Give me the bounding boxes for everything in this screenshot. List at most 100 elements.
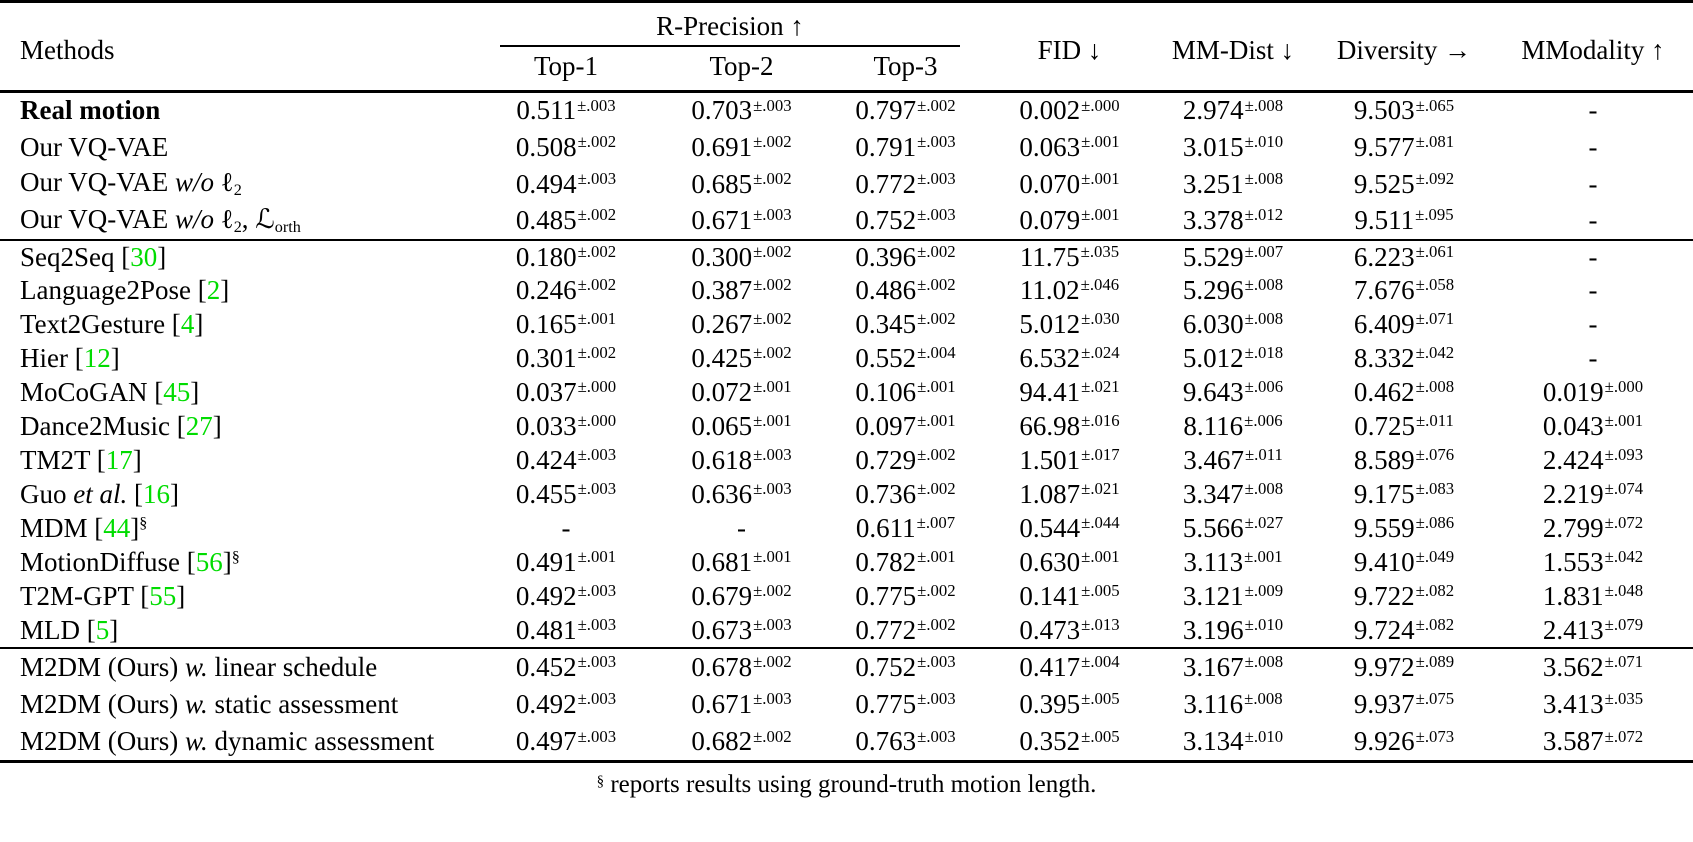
value-cell: 0.481±.003 <box>472 614 660 648</box>
value-cell: - <box>1493 129 1693 166</box>
method-name-part: Hier [ <box>20 343 84 373</box>
table-row: M2DM (Ours) w. static assessment 0.492±.0… <box>0 686 1693 724</box>
value-error: ±.005 <box>1081 581 1120 601</box>
value-cell: 1.087±.021 <box>988 478 1151 512</box>
value-cell: 0.063±.001 <box>988 129 1151 166</box>
value-error: ±.010 <box>1244 614 1284 634</box>
column-header-methods: Methods <box>20 35 115 65</box>
value-cell: 9.503±.065 <box>1315 92 1493 129</box>
value-main: 3.134 <box>1182 726 1244 757</box>
value-cell: 0.725±.011 <box>1315 410 1493 444</box>
value-main: - <box>1588 241 1598 272</box>
value-main: 0.492 <box>515 689 577 719</box>
method-name-part: ] <box>194 309 204 339</box>
value-error: ±.003 <box>917 205 956 225</box>
method-name-part: Seq2Seq [ <box>20 241 131 272</box>
method-name-part: Guo <box>20 479 74 509</box>
value-cell: - <box>1493 203 1693 240</box>
value-main: 1.087 <box>1019 479 1081 509</box>
method-name: MDM [44]§ <box>0 512 472 546</box>
value-error: ±.095 <box>1415 205 1454 225</box>
value-error: ±.071 <box>1415 309 1455 329</box>
method-name: MLD [5] <box>0 614 472 648</box>
method-name: Text2Gesture [4] <box>0 308 472 342</box>
value-error: ±.002 <box>917 95 956 115</box>
value-error: ±.017 <box>1081 445 1120 465</box>
value-main: 5.296 <box>1182 275 1244 305</box>
value-error: ±.003 <box>917 168 956 188</box>
value-cell: 3.134±.010 <box>1151 724 1315 762</box>
value-error: ±.002 <box>753 131 792 151</box>
citation-number: 2 <box>206 275 221 305</box>
footnote-marker: § <box>596 773 605 790</box>
value-error: ±.008 <box>1244 275 1284 295</box>
method-name: MotionDiffuse [56]§ <box>0 546 472 580</box>
method-name-part: ] <box>220 275 230 305</box>
value-cell: 2.799±.072 <box>1493 512 1693 546</box>
value-error: ±.001 <box>1244 547 1283 567</box>
value-error: ±.001 <box>1081 168 1120 188</box>
citation-number: 30 <box>130 241 158 272</box>
method-name-part: orth <box>274 218 301 237</box>
value-main: 5.012 <box>1019 309 1081 339</box>
value-error: ±.003 <box>753 205 792 225</box>
value-main: 5.529 <box>1182 241 1244 272</box>
value-main: 0.486 <box>855 275 917 305</box>
method-name-part: ] <box>109 614 119 645</box>
value-cell: 0.691±.002 <box>660 129 823 166</box>
value-cell: 3.116±.008 <box>1151 686 1315 724</box>
value-error: ±.013 <box>1081 614 1120 634</box>
value-cell: 0.636±.003 <box>660 478 823 512</box>
value-cell: 3.413±.035 <box>1493 686 1693 724</box>
value-main: 1.553 <box>1542 547 1604 577</box>
value-main: 6.532 <box>1019 343 1081 373</box>
method-name-part: Dance2Music [ <box>20 411 186 441</box>
value-cell: 0.070±.001 <box>988 166 1151 203</box>
value-error: ±.003 <box>577 168 617 188</box>
value-cell: - <box>1493 274 1693 308</box>
table-row: TM2T [17] 0.424±.003 0.618±.003 0.729±.002 1… <box>0 444 1693 478</box>
value-main: 3.121 <box>1182 581 1244 611</box>
value-error: ±.000 <box>1081 95 1120 115</box>
value-cell: 3.251±.008 <box>1151 166 1315 203</box>
value-error: ±.003 <box>577 95 616 115</box>
method-name-part: ] <box>176 581 186 611</box>
value-main: 0.511 <box>516 95 577 126</box>
value-cell: 0.492±.003 <box>472 580 660 614</box>
value-main: 94.41 <box>1019 377 1081 407</box>
value-main: 0.681 <box>691 547 753 577</box>
value-error: ±.002 <box>577 343 617 363</box>
value-error: ±.065 <box>1415 95 1455 115</box>
value-error: ±.011 <box>1415 411 1454 431</box>
value-error: ±.002 <box>917 614 956 634</box>
value-main: 0.736 <box>855 479 917 509</box>
value-main: 0.037 <box>515 377 577 407</box>
method-name-part: ] <box>157 241 167 272</box>
value-cell: 0.775±.002 <box>823 580 988 614</box>
value-error: ±.003 <box>577 651 617 671</box>
value-error: ±.002 <box>917 445 956 465</box>
value-error: ±.001 <box>1081 547 1120 567</box>
footnote-marker: § <box>231 548 240 567</box>
value-cell: 6.030±.008 <box>1151 308 1315 342</box>
value-error: ±.018 <box>1244 343 1284 363</box>
value-cell: 7.676±.058 <box>1315 274 1493 308</box>
value-cell: 0.763±.003 <box>823 724 988 762</box>
table-row: M2DM (Ours) w. dynamic assessment 0.497±.… <box>0 724 1693 762</box>
value-error: ±.004 <box>1081 651 1120 671</box>
value-cell: 0.473±.013 <box>988 614 1151 648</box>
value-cell: 1.553±.042 <box>1493 546 1693 580</box>
value-main: 8.589 <box>1353 445 1415 475</box>
value-main: 0.491 <box>515 547 577 577</box>
value-error: ±.008 <box>1244 168 1284 188</box>
value-cell: 6.409±.071 <box>1315 308 1493 342</box>
value-error: ±.058 <box>1415 275 1455 295</box>
value-main: 0.424 <box>515 445 577 475</box>
column-header-mm-dist: MM-Dist ↓ <box>1171 35 1295 65</box>
value-cell: 0.752±.003 <box>823 646 989 686</box>
method-name-part: Our VQ-VAE <box>20 203 175 234</box>
value-main: 0.267 <box>691 309 753 339</box>
value-main: 3.378 <box>1182 205 1244 235</box>
value-cell: 9.926±.073 <box>1315 724 1493 762</box>
method-name-part: w/o <box>175 167 215 198</box>
